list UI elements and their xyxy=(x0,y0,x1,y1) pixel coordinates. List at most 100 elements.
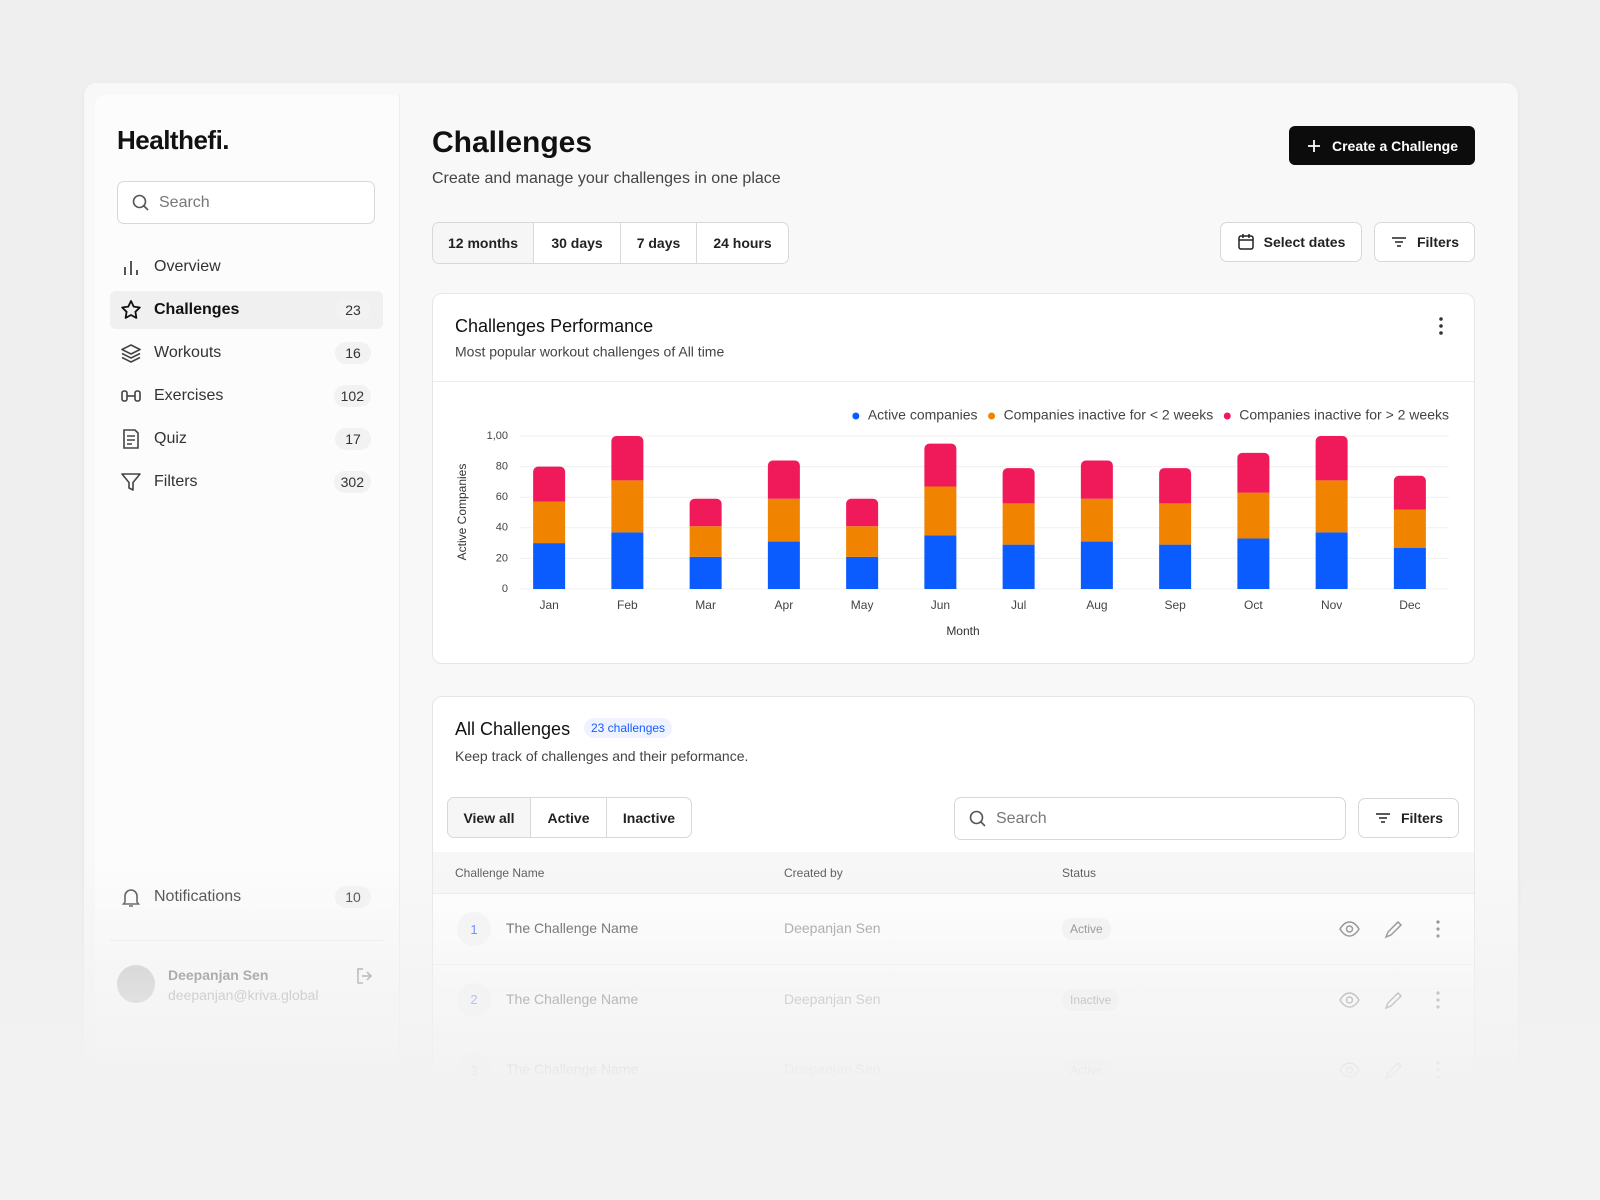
nav-count: 16 xyxy=(335,342,371,364)
nav-count: 17 xyxy=(335,428,371,450)
bar-segment xyxy=(533,501,566,544)
row-divider xyxy=(433,964,1474,965)
row-index: 3 xyxy=(457,1053,491,1087)
status-tabs: View all Active Inactive xyxy=(447,797,692,838)
filters-button[interactable]: Filters xyxy=(1374,222,1475,262)
challenge-name: The Challenge Name xyxy=(506,920,639,936)
divider xyxy=(433,381,1474,382)
row-actions xyxy=(1338,1059,1458,1086)
bar-segment xyxy=(1315,532,1348,589)
row-divider xyxy=(433,1105,1474,1106)
nav-icon xyxy=(121,473,141,491)
time-filter[interactable]: 24 hours xyxy=(713,235,772,251)
filter-icon xyxy=(1375,813,1390,823)
bar-segment xyxy=(1080,498,1113,542)
search-icon xyxy=(969,810,986,827)
challenge-name: The Challenge Name xyxy=(506,1061,639,1077)
row-actions xyxy=(1338,989,1458,1016)
bar-segment xyxy=(924,535,957,589)
bar-segment xyxy=(1002,544,1035,589)
bar-segment xyxy=(767,460,800,499)
action-icons[interactable] xyxy=(1338,1059,1458,1081)
x-tick-label: Jul xyxy=(1011,598,1026,612)
bar-segment xyxy=(533,466,566,502)
bar-segment xyxy=(846,556,879,589)
legend-label: Companies inactive for < 2 weeks xyxy=(1004,407,1214,423)
bar-segment xyxy=(1393,509,1426,548)
page-title: Challenges xyxy=(432,126,593,159)
bar-segment xyxy=(689,526,722,557)
plus-icon xyxy=(1307,139,1320,152)
x-tick-label: Aug xyxy=(1086,598,1107,612)
chart-title: Challenges Performance xyxy=(455,316,653,336)
x-tick-label: Mar xyxy=(695,598,716,612)
x-tick-label: Oct xyxy=(1244,598,1263,612)
logout-icon[interactable] xyxy=(354,965,376,987)
time-filter-group: 12 months 30 days 7 days 24 hours xyxy=(432,222,789,264)
status-tab[interactable]: Inactive xyxy=(622,809,676,826)
nav-label: Quiz xyxy=(154,430,187,447)
nav-item[interactable]: Workouts 16 xyxy=(110,334,383,372)
bar-segment xyxy=(1159,544,1192,589)
x-tick-label: Nov xyxy=(1321,598,1342,612)
nav-item[interactable]: Filters 302 xyxy=(110,463,383,501)
bar-segment xyxy=(533,543,566,589)
column-header: Created by xyxy=(784,866,843,880)
status-pill: Active xyxy=(1062,918,1111,940)
x-tick-label: May xyxy=(851,598,874,612)
bar-segment xyxy=(689,498,722,527)
bar-segment xyxy=(1002,503,1035,545)
legend-label: Active companies xyxy=(868,407,978,423)
bar-segment xyxy=(611,532,644,589)
bell-icon xyxy=(121,889,141,907)
y-tick-label: 40 xyxy=(496,522,508,534)
search-placeholder: Search xyxy=(996,809,1047,827)
search-placeholder: Search xyxy=(159,193,210,211)
nav-icon xyxy=(124,261,138,275)
y-axis-label: Active Companies xyxy=(455,464,469,561)
sidebar-search[interactable]: Search xyxy=(117,181,375,224)
notifications-label: Notifications xyxy=(154,888,242,905)
table-filters-button[interactable]: Filters xyxy=(1358,798,1459,838)
bar-segment xyxy=(924,443,957,487)
x-tick-label: Jan xyxy=(539,598,558,612)
bar-segment xyxy=(1315,480,1348,533)
column-header: Status xyxy=(1062,866,1097,880)
bar-segment xyxy=(1237,538,1270,589)
bar-segment xyxy=(846,526,879,557)
bar-segment xyxy=(1002,468,1035,504)
x-tick-label: Sep xyxy=(1164,598,1186,612)
y-tick-label: 1,00 xyxy=(487,430,508,442)
challenge-name: The Challenge Name xyxy=(506,990,639,1007)
time-filter[interactable]: 7 days xyxy=(621,223,697,263)
time-filter[interactable]: 12 months xyxy=(433,223,534,263)
challenges-title: All Challenges xyxy=(455,719,571,739)
time-filter[interactable]: 30 days xyxy=(534,223,621,263)
search-icon xyxy=(132,194,149,211)
created-by: Deepanjan Sen xyxy=(784,1061,881,1077)
row-actions xyxy=(1338,918,1458,945)
more-icon[interactable] xyxy=(1436,316,1446,336)
x-tick-label: Apr xyxy=(775,598,794,612)
challenges-badge: 23 challenges xyxy=(584,718,673,738)
bar-segment xyxy=(1393,475,1426,510)
status-pill: Inactive xyxy=(1062,988,1120,1011)
action-icons[interactable] xyxy=(1338,918,1458,940)
status-tab[interactable]: View all xyxy=(448,798,531,837)
nav-label: Overview xyxy=(154,258,221,275)
filters-label: Filters xyxy=(1416,234,1459,250)
nav-item[interactable]: Exercises 102 xyxy=(110,377,383,415)
select-dates-button[interactable]: Select dates xyxy=(1220,222,1362,262)
nav-item[interactable]: Overview xyxy=(110,248,383,286)
y-tick-label: 0 xyxy=(502,583,508,595)
notifications[interactable]: Notifications 10 xyxy=(110,878,383,916)
status-tab[interactable]: Active xyxy=(531,798,607,837)
nav-item[interactable]: Quiz 17 xyxy=(110,420,383,458)
nav-item[interactable]: Challenges 23 xyxy=(110,291,383,329)
nav-label: Filters xyxy=(154,473,198,490)
table-search[interactable]: Search xyxy=(954,797,1346,840)
notifications-count: 10 xyxy=(335,886,371,908)
create-button[interactable]: Create a Challenge xyxy=(1289,126,1475,165)
action-icons[interactable] xyxy=(1338,989,1458,1011)
